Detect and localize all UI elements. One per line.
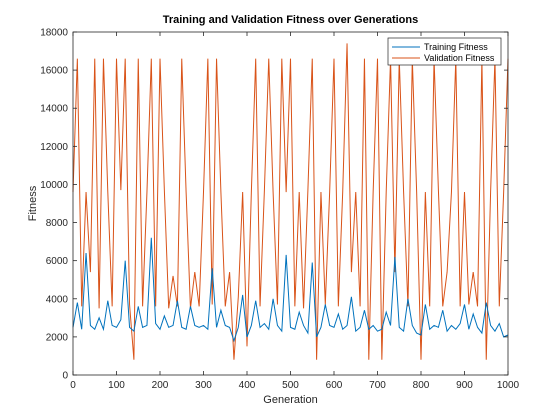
y-tick-label: 14000 xyxy=(40,104,68,115)
x-tick-label: 400 xyxy=(239,380,256,391)
x-tick-label: 100 xyxy=(108,380,125,391)
legend-label-validation: Validation Fitness xyxy=(424,53,495,63)
legend-label-training: Training Fitness xyxy=(424,42,488,52)
y-tick-label: 8000 xyxy=(46,218,69,229)
y-tick-label: 12000 xyxy=(40,142,68,153)
x-tick-label: 900 xyxy=(456,380,473,391)
y-tick-label: 4000 xyxy=(46,294,69,305)
y-tick-label: 16000 xyxy=(40,66,68,77)
x-tick-label: 0 xyxy=(70,380,76,391)
y-tick-label: 0 xyxy=(62,371,68,382)
y-tick-label: 6000 xyxy=(46,256,69,267)
series-line-training xyxy=(72,237,509,343)
x-tick-label: 1000 xyxy=(497,380,520,391)
x-tick-label: 700 xyxy=(369,380,386,391)
y-tick-label: 2000 xyxy=(46,332,69,343)
chart-title: Training and Validation Fitness over Gen… xyxy=(163,14,419,26)
y-tick-label: 10000 xyxy=(40,180,68,191)
legend: Training Fitness Validation Fitness xyxy=(387,37,502,66)
series-layer xyxy=(72,43,509,360)
y-tick-label: 18000 xyxy=(40,28,68,39)
x-tick-label: 200 xyxy=(152,380,169,391)
y-axis-label: Fitness xyxy=(27,185,39,221)
legend-box xyxy=(387,37,502,66)
plot-box xyxy=(72,31,509,376)
x-axis-label: Generation xyxy=(263,394,317,406)
x-tick-label: 800 xyxy=(413,380,430,391)
x-tick-label: 600 xyxy=(326,380,343,391)
axes-layer: 0 100 200 300 400 500 600 700 800 900 100002000400… xyxy=(40,28,519,392)
x-tick-label: 500 xyxy=(282,380,299,391)
series-line-validation xyxy=(72,43,509,360)
x-tick-label: 300 xyxy=(195,380,212,391)
